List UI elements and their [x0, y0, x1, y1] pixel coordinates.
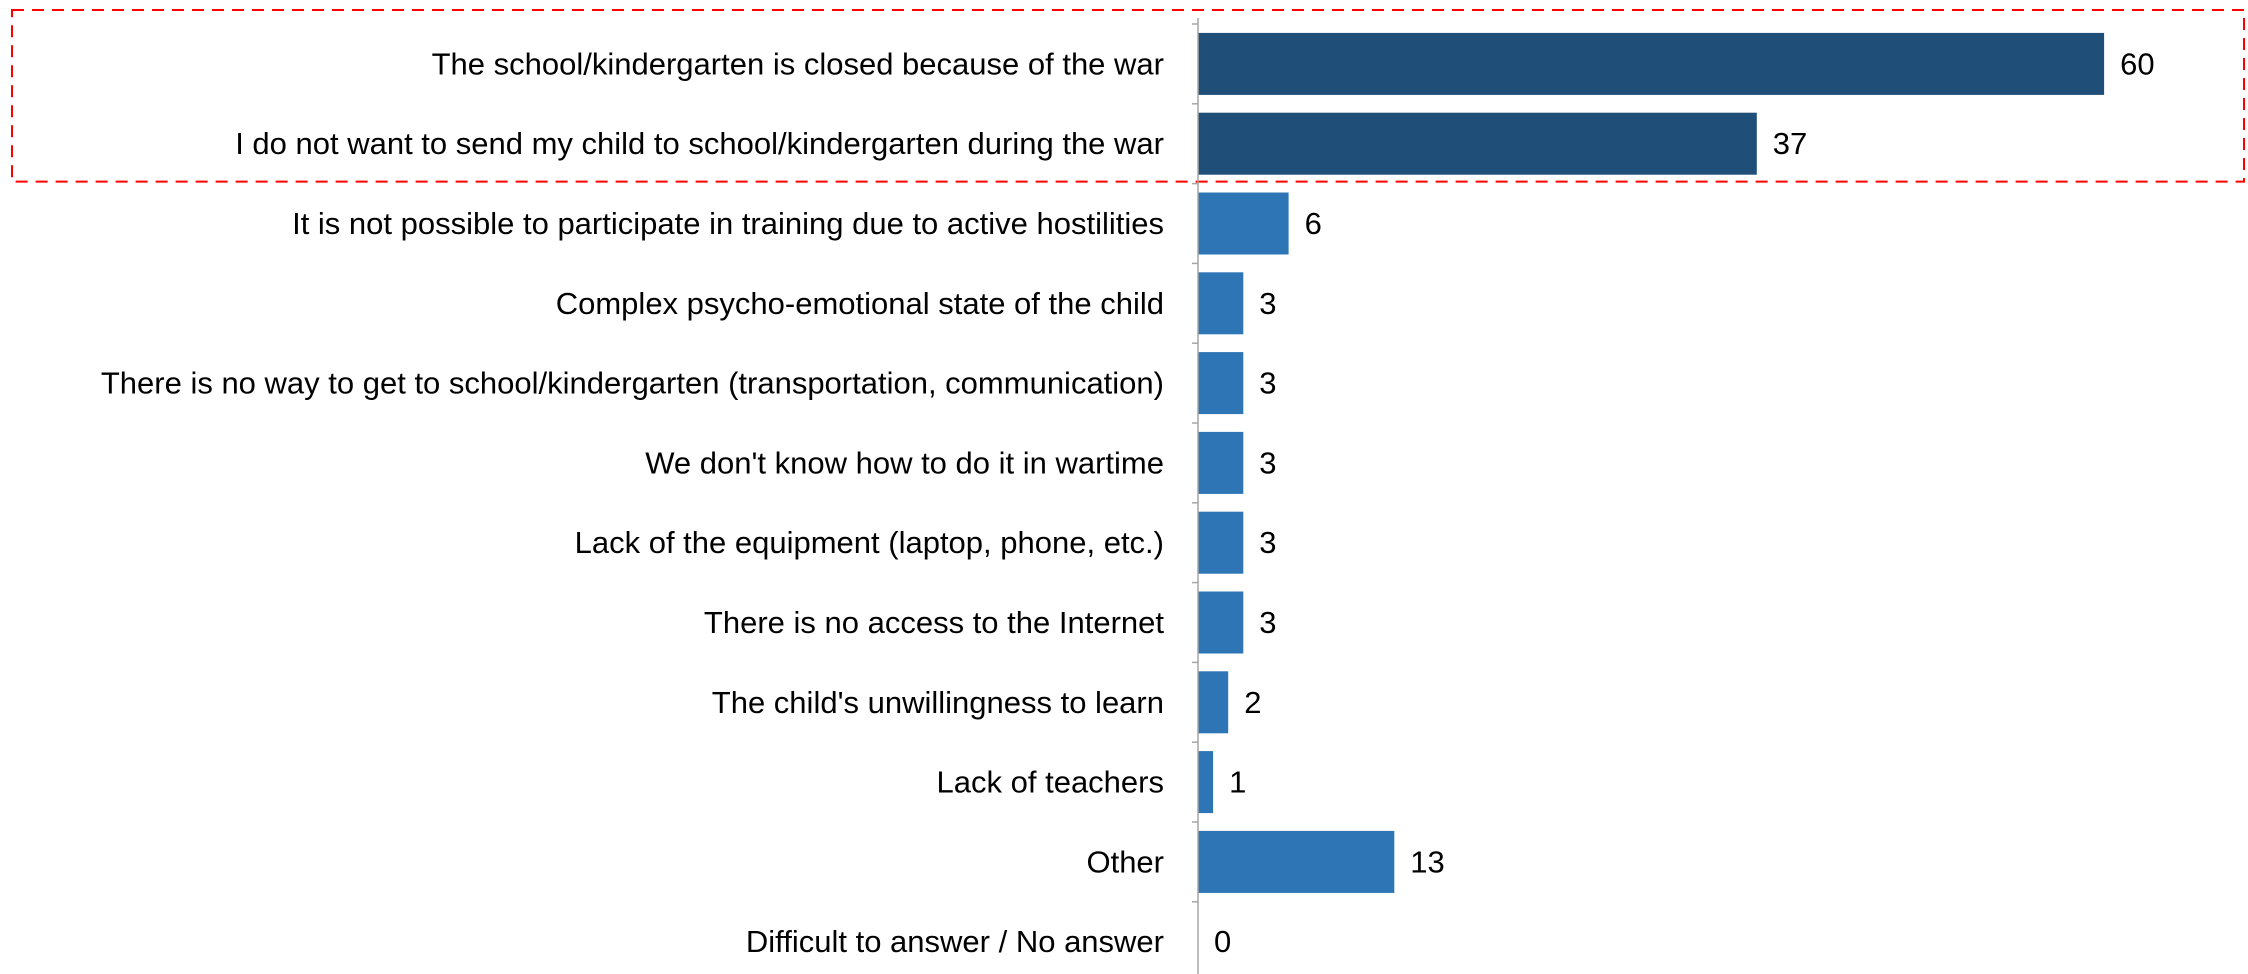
bar-6	[1198, 431, 1244, 494]
bar-1	[1198, 32, 2105, 95]
bars-layer	[1198, 32, 2105, 893]
value-label: 3	[1259, 366, 1276, 401]
category-label: We don't know how to do it in wartime	[645, 445, 1164, 480]
y-axis-ticks	[1192, 23, 1198, 903]
value-label: 6	[1305, 206, 1322, 241]
category-label: There is no way to get to school/kinderg…	[101, 366, 1164, 401]
category-label: Other	[1086, 844, 1164, 879]
value-labels: 60 37 6 3 3 3 3 3 2 1 13 0	[1214, 46, 2155, 959]
bar-9	[1198, 671, 1229, 734]
bar-7	[1198, 511, 1244, 574]
value-label: 0	[1214, 924, 1231, 959]
value-label: 1	[1229, 765, 1246, 800]
bar-5	[1198, 352, 1244, 415]
category-label: There is no access to the Internet	[704, 605, 1164, 640]
category-label: The school/kindergarten is closed becaus…	[432, 46, 1164, 81]
value-label: 3	[1259, 445, 1276, 480]
bar-8	[1198, 591, 1244, 654]
category-label: The child's unwillingness to learn	[712, 685, 1164, 720]
bar-3	[1198, 192, 1289, 255]
category-label: It is not possible to participate in tra…	[292, 206, 1164, 241]
bar-10	[1198, 751, 1214, 814]
category-label: Lack of the equipment (laptop, phone, et…	[575, 525, 1164, 560]
value-label: 3	[1259, 605, 1276, 640]
bar-4	[1198, 272, 1244, 335]
bar-11	[1198, 830, 1395, 893]
value-label: 13	[1410, 844, 1444, 879]
value-label: 3	[1259, 525, 1276, 560]
value-label: 2	[1244, 685, 1261, 720]
category-label: Lack of teachers	[937, 765, 1164, 800]
value-label: 60	[2120, 46, 2154, 81]
category-label: I do not want to send my child to school…	[235, 126, 1164, 161]
category-label: Complex psycho-emotional state of the ch…	[556, 286, 1164, 321]
bar-2	[1198, 112, 1757, 175]
highlight-frame	[11, 9, 2245, 183]
category-label: Difficult to answer / No answer	[746, 924, 1164, 959]
value-label: 37	[1773, 126, 1807, 161]
value-label: 3	[1259, 286, 1276, 321]
category-labels: The school/kindergarten is closed becaus…	[101, 46, 1165, 959]
